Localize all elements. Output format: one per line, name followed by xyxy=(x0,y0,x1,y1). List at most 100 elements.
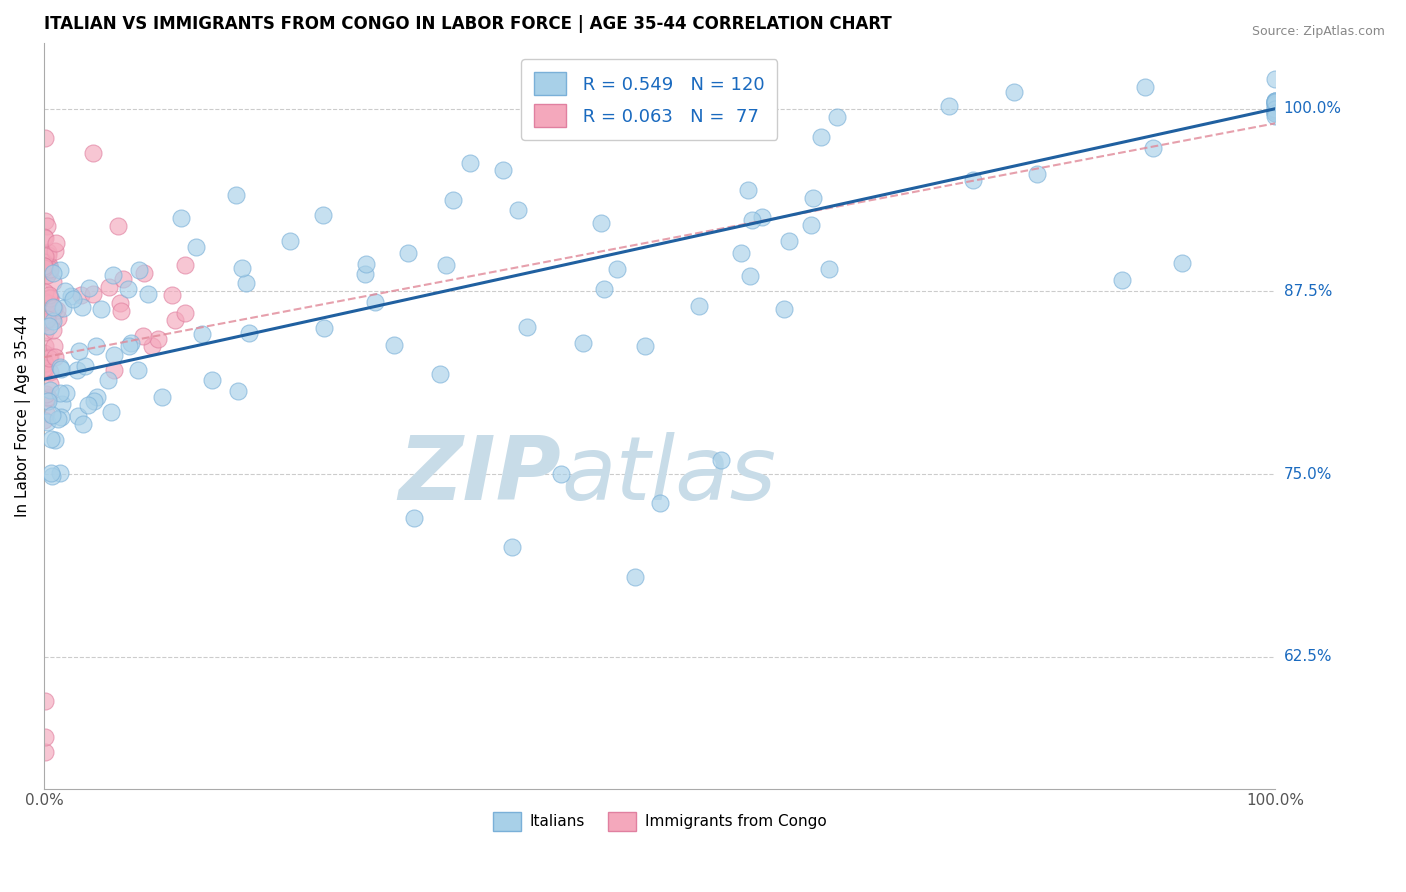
Point xyxy=(630,100,652,114)
Point xyxy=(34,230,56,244)
Point xyxy=(62,292,84,306)
Point xyxy=(1264,72,1286,87)
Point xyxy=(108,296,131,310)
Point xyxy=(83,393,105,408)
Point xyxy=(97,280,120,294)
Point xyxy=(1135,79,1157,94)
Text: ZIP: ZIP xyxy=(398,432,561,519)
Point xyxy=(37,219,59,233)
Point xyxy=(508,202,530,217)
Point xyxy=(962,173,984,187)
Point xyxy=(751,210,773,224)
Point xyxy=(35,311,58,326)
Point xyxy=(79,280,101,294)
Point xyxy=(1142,140,1164,154)
Point xyxy=(35,313,58,327)
Point xyxy=(801,191,824,205)
Point xyxy=(1264,102,1286,116)
Point xyxy=(38,264,60,278)
Point xyxy=(34,386,56,401)
Point xyxy=(1171,256,1194,270)
Point xyxy=(778,234,800,248)
Point xyxy=(49,467,72,481)
Point xyxy=(398,246,420,260)
Point xyxy=(740,268,762,283)
Point xyxy=(34,315,56,329)
Point xyxy=(86,390,108,404)
Point xyxy=(37,247,59,261)
Point xyxy=(516,320,538,334)
Point xyxy=(41,469,63,483)
Point xyxy=(120,336,142,351)
Point xyxy=(42,275,65,289)
Point xyxy=(52,301,75,315)
Point xyxy=(827,110,849,124)
Point xyxy=(34,249,56,263)
Point xyxy=(45,302,67,317)
Point xyxy=(46,311,69,326)
Point xyxy=(77,398,100,412)
Point xyxy=(402,511,425,525)
Point xyxy=(235,276,257,290)
Point xyxy=(589,216,612,230)
Point xyxy=(1264,98,1286,112)
Point xyxy=(38,259,60,273)
Point xyxy=(688,299,710,313)
Point xyxy=(460,156,482,170)
Point xyxy=(39,433,62,447)
Point xyxy=(37,391,59,405)
Point xyxy=(37,415,59,429)
Point xyxy=(42,300,65,314)
Point xyxy=(39,377,62,392)
Point xyxy=(75,359,97,373)
Point xyxy=(34,339,56,353)
Point xyxy=(38,319,60,334)
Point xyxy=(34,413,56,427)
Point xyxy=(34,295,56,310)
Point xyxy=(32,305,55,319)
Point xyxy=(634,339,657,353)
Point xyxy=(82,286,104,301)
Point xyxy=(38,258,60,272)
Text: 62.5%: 62.5% xyxy=(1284,649,1333,665)
Point xyxy=(39,261,62,276)
Point xyxy=(363,294,385,309)
Point xyxy=(606,262,628,277)
Point xyxy=(741,212,763,227)
Point xyxy=(624,569,647,583)
Point xyxy=(1004,86,1026,100)
Text: Source: ZipAtlas.com: Source: ZipAtlas.com xyxy=(1251,25,1385,38)
Point xyxy=(550,467,572,482)
Point xyxy=(648,496,671,510)
Point xyxy=(1264,109,1286,123)
Point xyxy=(34,303,56,318)
Point xyxy=(163,313,186,327)
Point xyxy=(160,287,183,301)
Point xyxy=(44,244,66,258)
Point xyxy=(90,301,112,316)
Point xyxy=(107,219,129,233)
Point xyxy=(1264,95,1286,109)
Point xyxy=(501,541,523,555)
Text: 100.0%: 100.0% xyxy=(1284,101,1341,116)
Point xyxy=(1264,103,1286,118)
Point xyxy=(1026,167,1049,181)
Point xyxy=(148,332,170,346)
Point xyxy=(49,385,72,400)
Point xyxy=(51,397,73,411)
Point xyxy=(354,257,377,271)
Point xyxy=(174,259,197,273)
Point xyxy=(134,266,156,280)
Text: ITALIAN VS IMMIGRANTS FROM CONGO IN LABOR FORCE | AGE 35-44 CORRELATION CHART: ITALIAN VS IMMIGRANTS FROM CONGO IN LABO… xyxy=(44,15,891,33)
Point xyxy=(191,327,214,342)
Point xyxy=(117,283,139,297)
Point xyxy=(186,240,208,254)
Point xyxy=(44,433,66,447)
Point xyxy=(1264,104,1286,119)
Point xyxy=(55,284,77,298)
Text: 75.0%: 75.0% xyxy=(1284,467,1331,482)
Point xyxy=(44,350,66,364)
Point xyxy=(37,393,59,408)
Point xyxy=(34,406,56,420)
Point xyxy=(42,301,65,316)
